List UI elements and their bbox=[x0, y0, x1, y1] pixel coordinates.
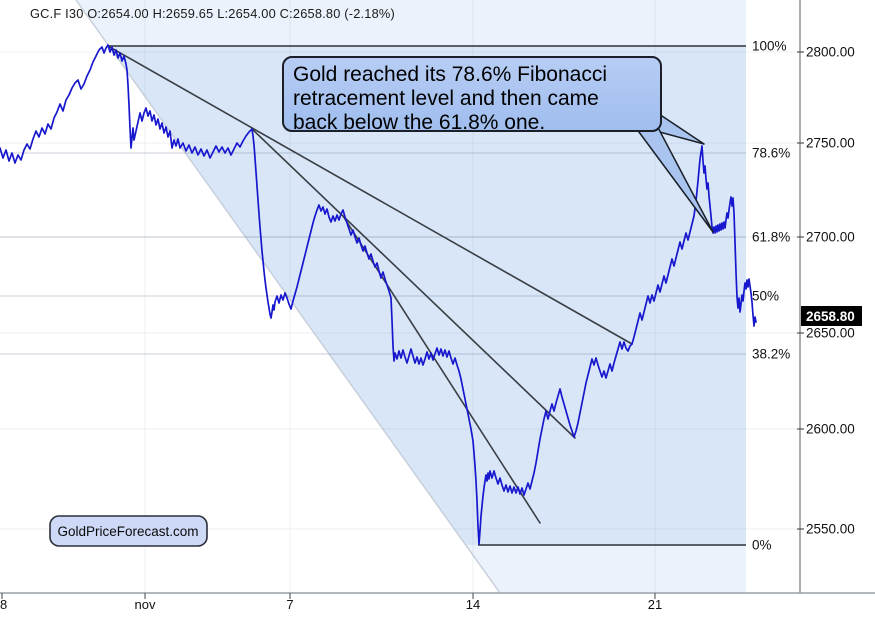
x-axis-label: 7 bbox=[286, 597, 293, 612]
price-axis-label: 2600.00 bbox=[806, 422, 855, 437]
watermark-box bbox=[49, 515, 208, 547]
ohlc-header: GC.F I30 O:2654.00 H:2659.65 L:2654.00 C… bbox=[30, 6, 395, 21]
x-axis-label: 28 bbox=[0, 597, 7, 612]
channel-edge bbox=[75, 0, 501, 594]
x-axis-label: 14 bbox=[466, 597, 480, 612]
fibonacci-level-lines bbox=[0, 45, 746, 546]
fib-level-label: 0% bbox=[752, 538, 772, 553]
x-axis-label: 21 bbox=[648, 597, 662, 612]
price-axis-label: 2550.00 bbox=[806, 522, 855, 537]
fib-level-label: 100% bbox=[752, 39, 787, 54]
annotation-bubble: Gold reached its 78.6% Fibonacci retrace… bbox=[282, 56, 714, 233]
trend-channel-fill bbox=[76, 0, 747, 593]
last-price-badge-box bbox=[801, 306, 862, 326]
price-line bbox=[0, 44, 757, 545]
last-price-badge-value: 2658.80 bbox=[806, 309, 855, 324]
time-axis-labels: 28 nov 7 14 21 bbox=[0, 593, 662, 612]
watermark: GoldPriceForecast.com bbox=[49, 515, 208, 547]
price-path bbox=[0, 44, 757, 545]
price-axis-label: 2800.00 bbox=[806, 45, 855, 60]
price-axis-labels: 2800.00 2750.00 2700.00 2650.00 2600.00 2550.… bbox=[797, 45, 855, 537]
last-price-badge: 2658.80 bbox=[801, 306, 862, 326]
fib-level-label: 78.6% bbox=[752, 146, 790, 161]
fibonacci-level-labels: 100% 78.6% 61.8% 50% 38.2% 0% bbox=[752, 39, 790, 553]
watermark-label: GoldPriceForecast.com bbox=[57, 524, 198, 539]
price-axis-label: 2750.00 bbox=[806, 136, 855, 151]
annotation-bubble-box bbox=[282, 56, 662, 132]
fib-level-label: 50% bbox=[752, 289, 779, 304]
trend-line bbox=[107, 45, 633, 345]
fib-zone-fill bbox=[108, 46, 747, 545]
channel-edge-line bbox=[75, 0, 501, 594]
price-axis-label: 2650.00 bbox=[806, 326, 855, 341]
x-axis-label: nov bbox=[135, 597, 156, 612]
fib-level-label: 38.2% bbox=[752, 347, 790, 362]
annotation-bubble-text: Gold reached its 78.6% Fibonacci retrace… bbox=[293, 63, 613, 134]
price-axis-label: 2700.00 bbox=[806, 230, 855, 245]
fib-level-label: 61.8% bbox=[752, 230, 790, 245]
trend-line bbox=[251, 128, 576, 439]
